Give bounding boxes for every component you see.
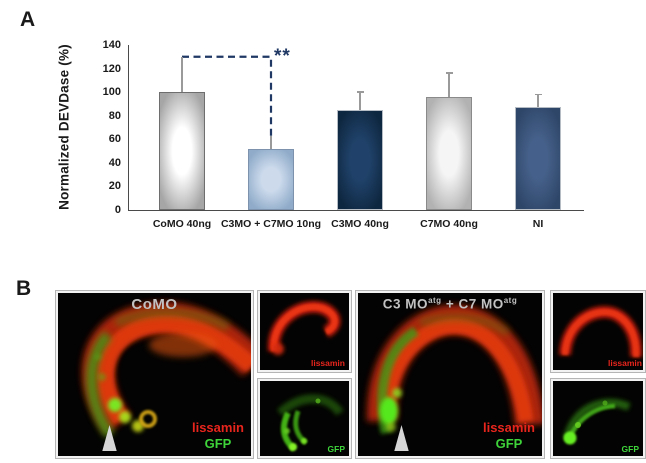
error-whisker [181,56,183,93]
embryo-merge-art [82,302,251,439]
bar-4 [426,96,472,210]
image-title-text: C3 MO [382,296,429,312]
error-whisker [270,135,272,149]
lissamin-label: lissamin [482,419,535,435]
gfp-label: GFP [621,444,639,454]
error-whisker-cap [356,91,364,93]
significance-stars: ** [274,45,291,67]
image-title-text: CoMO [131,296,178,313]
plot-area: CoMO 40ng C3MO + C7MO 10ng C3MO 40ng C7MO 4… [128,45,584,230]
error-whisker [537,94,539,108]
y-tick-label: 60 [108,133,121,146]
error-whisker [448,73,450,97]
image-title: CoMO [58,296,251,313]
embryo-merge-art [366,304,542,435]
lissamin-label: lissamin [607,358,642,368]
gfp-label: GFP [327,444,345,454]
lissamin-label: lissamin [191,419,244,435]
panel-a-label: A [20,8,36,31]
category-label: C3MO + C7MO 10ng [220,218,322,230]
category-label: C3MO 40ng [331,218,389,230]
y-tick-label: 80 [108,109,121,122]
y-tick-label: 20 [108,180,121,193]
channel-labels: lissamin GFP [483,420,535,453]
inset-gfp-como: GFP [257,378,352,459]
panel-b-label: B [16,277,32,300]
microscopy-merge-como: CoMO lissamin GFP [55,290,254,459]
inset-lissamin-c3c7: lissamin [550,290,646,373]
y-axis-title: Normalized DEVDase (%) [56,44,72,210]
error-whisker-cap [445,72,453,74]
inset-lissamin-como: lissamin [257,290,352,373]
bar-5 [515,107,561,210]
y-tick-label: 140 [102,39,121,51]
bar-1 [159,92,205,210]
gfp-label: GFP [204,435,232,451]
embryo-gfp-art [563,398,631,445]
inset-gfp-c3c7: GFP [550,378,646,459]
embryo-lissamin-art [267,300,341,355]
category-label: C7MO 40ng [420,218,478,230]
y-tick-label: 40 [108,156,121,169]
embryo-lissamin-art [559,306,643,358]
y-tick-label: 100 [102,86,121,99]
image-title: C3 MOatg + C7 MOatg [382,296,518,312]
error-whisker [359,92,361,110]
gfp-label: GFP [495,435,523,451]
category-label: CoMO 40ng [152,218,212,230]
y-tick-label: 0 [114,204,121,216]
microscopy-merge-c3c7: C3 MOatg + C7 MOatg lissamin GFP [355,290,545,459]
bar-2 [248,148,294,210]
image-title-sup: atg [428,296,442,305]
category-label: NI [532,218,544,230]
significance-bracket [182,55,273,136]
embryo-gfp-art [276,394,344,452]
y-tick-label: 120 [102,62,121,75]
bar-3 [337,109,383,210]
bar-chart: 0 20 40 60 80 100 120 140 CoMO 40ng C3MO + C7MO … [103,39,584,230]
error-whisker-cap [534,93,542,95]
channel-labels: lissamin GFP [192,420,244,453]
lissamin-label: lissamin [310,358,345,368]
